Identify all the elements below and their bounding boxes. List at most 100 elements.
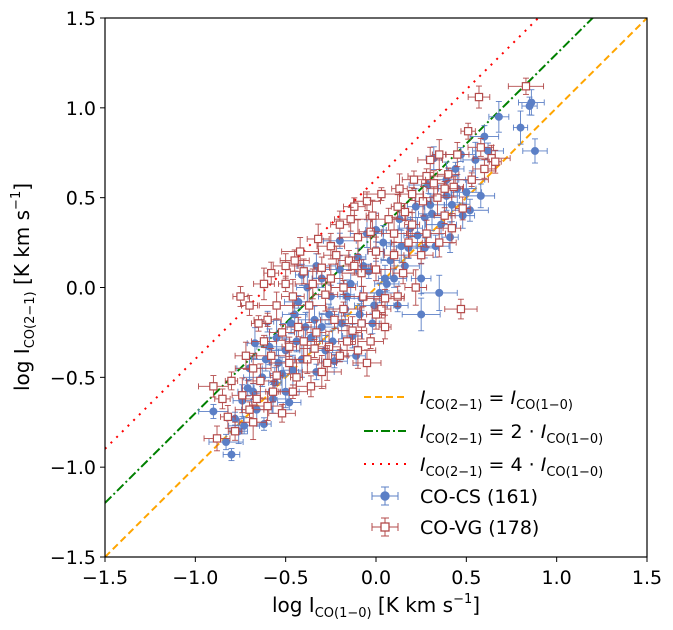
legend-label-co-cs: CO-CS (161) bbox=[420, 486, 538, 508]
series-layer bbox=[198, 77, 548, 462]
data-point-co-vg bbox=[440, 211, 449, 220]
x-tick-label: 0.5 bbox=[451, 567, 481, 589]
data-point-co-vg bbox=[368, 211, 377, 220]
data-point-co-vg bbox=[409, 175, 419, 184]
data-point-co-vg bbox=[371, 247, 381, 256]
data-point-co-vg bbox=[267, 351, 276, 360]
series-co-vg bbox=[198, 77, 545, 452]
data-point-co-vg bbox=[433, 193, 442, 202]
x-axis-label-subscript: CO(1−0) bbox=[315, 606, 372, 621]
data-point-co-vg bbox=[209, 382, 218, 391]
y-tick-label: 0.0 bbox=[66, 278, 96, 300]
data-point-co-vg bbox=[474, 92, 484, 102]
data-point-co-vg bbox=[463, 126, 473, 136]
x-tick-label: −0.5 bbox=[263, 567, 309, 589]
data-point-co-cs bbox=[209, 407, 218, 416]
data-point-co-vg bbox=[426, 155, 435, 165]
data-point-co-vg bbox=[480, 164, 489, 174]
data-point-co-vg bbox=[263, 315, 272, 325]
data-point-co-cs bbox=[355, 310, 364, 319]
data-point-co-vg bbox=[308, 279, 317, 289]
data-point-co-vg bbox=[248, 364, 258, 373]
data-point-co-vg bbox=[335, 220, 345, 229]
x-axis-label: log ICO(1−0) [K km s−1] bbox=[272, 592, 480, 621]
data-point-co-vg bbox=[521, 82, 531, 91]
legend-label-2to1: ICO(2−1) = 2 · ICO(1−0) bbox=[420, 421, 603, 447]
x-tick-label: 1.0 bbox=[542, 567, 572, 589]
data-point-co-vg bbox=[259, 279, 269, 289]
data-point-co-vg bbox=[339, 304, 348, 314]
data-point-co-vg bbox=[453, 150, 462, 159]
data-point-co-vg bbox=[292, 373, 301, 382]
data-point-co-cs bbox=[222, 438, 231, 447]
data-point-co-vg bbox=[323, 358, 332, 368]
data-point-co-cs bbox=[288, 366, 297, 375]
data-point-co-vg bbox=[342, 337, 352, 346]
legend-label-4to1: ICO(2−1) = 4 · ICO(1−0) bbox=[420, 454, 603, 480]
data-point-co-vg bbox=[449, 182, 458, 192]
data-point-co-vg bbox=[353, 346, 363, 355]
data-point-co-cs bbox=[516, 123, 525, 132]
data-point-co-vg bbox=[416, 250, 426, 260]
data-point-co-vg bbox=[290, 256, 299, 265]
y-tick-label: 1.5 bbox=[66, 8, 96, 30]
legend-marker-co-vg bbox=[371, 517, 399, 537]
error-bar bbox=[360, 257, 392, 282]
data-point-co-vg bbox=[422, 171, 431, 181]
data-point-co-cs bbox=[484, 146, 493, 155]
x-tick-label: 1.5 bbox=[632, 567, 662, 589]
data-point-co-vg bbox=[299, 337, 308, 346]
data-point-co-cs bbox=[250, 339, 259, 348]
data-point-co-vg bbox=[467, 175, 476, 184]
data-point-co-vg bbox=[332, 250, 341, 260]
data-point-co-cs bbox=[451, 164, 460, 173]
data-point-co-vg bbox=[350, 202, 359, 211]
data-point-co-vg bbox=[422, 229, 431, 238]
data-point-co-cs bbox=[382, 279, 391, 288]
data-point-co-vg bbox=[310, 344, 319, 353]
data-point-co-vg bbox=[429, 179, 439, 188]
data-point-co-vg bbox=[380, 322, 390, 332]
y-tick-label: 0.5 bbox=[66, 188, 96, 210]
data-point-co-vg bbox=[263, 401, 272, 411]
data-point-co-vg bbox=[371, 265, 381, 274]
data-point-co-vg bbox=[476, 143, 485, 152]
data-point-co-cs bbox=[494, 112, 503, 121]
legend-marker-co-cs bbox=[371, 486, 399, 506]
data-point-co-vg bbox=[444, 170, 453, 179]
data-point-co-vg bbox=[456, 304, 466, 314]
data-point-co-vg bbox=[218, 394, 227, 404]
data-point-co-vg bbox=[241, 351, 251, 360]
data-point-co-vg bbox=[435, 238, 444, 247]
legend: ICO(2−1) = ICO(1−0) ICO(2−1) = 2 · ICO(1… bbox=[364, 387, 603, 539]
data-point-co-vg bbox=[212, 434, 222, 443]
data-point-co-cs bbox=[346, 279, 355, 288]
data-point-co-vg bbox=[404, 238, 413, 247]
data-point-co-vg bbox=[299, 267, 308, 276]
error-bar bbox=[352, 349, 382, 377]
data-point-co-vg bbox=[248, 418, 258, 427]
data-point-co-vg bbox=[259, 337, 269, 346]
data-point-co-vg bbox=[312, 328, 321, 337]
data-point-co-cs bbox=[525, 102, 534, 111]
data-point-co-vg bbox=[393, 292, 402, 301]
data-point-co-vg bbox=[491, 157, 500, 166]
data-point-co-vg bbox=[277, 328, 287, 337]
data-point-co-vg bbox=[389, 229, 399, 238]
data-point-co-vg bbox=[380, 294, 390, 303]
data-point-co-vg bbox=[272, 371, 281, 380]
data-point-co-vg bbox=[230, 427, 240, 436]
data-point-co-vg bbox=[393, 202, 402, 211]
data-point-co-cs bbox=[476, 191, 485, 200]
data-point-co-cs bbox=[480, 132, 489, 141]
data-point-co-vg bbox=[295, 247, 305, 256]
data-point-co-cs bbox=[435, 288, 444, 297]
data-point-co-vg bbox=[362, 197, 372, 206]
data-point-co-vg bbox=[321, 290, 330, 299]
data-point-co-vg bbox=[281, 279, 290, 289]
data-point-co-cs bbox=[400, 261, 409, 270]
data-point-co-vg bbox=[256, 376, 265, 386]
data-point-co-cs bbox=[285, 398, 294, 407]
x-tick-label: 0.0 bbox=[361, 567, 391, 589]
data-point-co-vg bbox=[377, 189, 386, 199]
